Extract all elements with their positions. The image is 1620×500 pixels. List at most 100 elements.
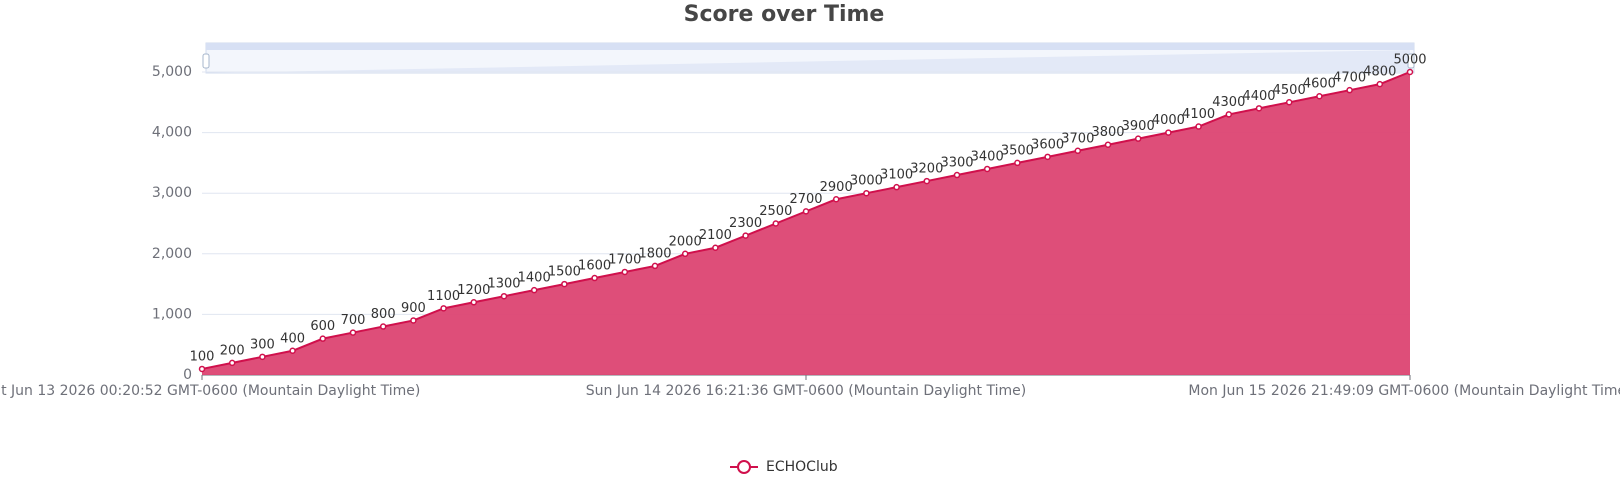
zoom-handle[interactable] [202,53,210,69]
x-tick-label: Sun Jun 14 2026 16:21:36 GMT-0600 (Mount… [586,383,1026,399]
y-tick-label: 2,000 [152,246,192,262]
data-label: 4100 [1182,107,1215,122]
point [863,189,870,197]
y-tick-label: 3,000 [152,185,192,201]
data-label: 3200 [910,162,943,177]
data-label: 2700 [789,192,822,207]
point [1104,141,1112,148]
point [379,323,387,330]
point [1014,159,1021,167]
point [893,183,900,191]
point [712,244,719,251]
data-label: 4700 [1333,71,1366,86]
data-label: 4600 [1303,77,1336,92]
zoom-bar [206,43,1414,50]
point [591,274,598,282]
data-label: 1700 [608,252,641,267]
data-label: 200 [220,343,245,358]
zoom-handle[interactable] [1407,53,1415,69]
data-label: 1600 [578,259,611,274]
data-label: 3700 [1061,131,1094,146]
point [983,165,991,173]
data-label: 600 [310,319,335,334]
y-tick-label: 4,000 [152,125,192,141]
point [953,171,961,179]
data-label: 700 [341,313,366,328]
data-label: 400 [280,331,305,346]
data-label: 1300 [487,277,520,292]
data-label: 3500 [1001,143,1034,158]
point [1225,111,1233,118]
data-label: 3900 [1122,119,1155,134]
point [561,280,568,288]
data-label: 2000 [669,234,702,249]
data-label: 1400 [518,271,551,286]
point [1195,123,1202,130]
data-label: 100 [190,349,215,364]
data-label: 2500 [759,204,792,219]
data-label: 4300 [1212,95,1245,110]
x-tick-label: Sat Jun 13 2026 00:20:52 GMT-0600 (Mount… [0,383,420,399]
data-label: 2100 [699,228,732,243]
data-label: 1800 [638,246,671,261]
legend-icon [737,460,751,474]
legend-label: ECHOClub [766,459,838,475]
point [259,353,266,361]
point [319,335,327,342]
data-label: 2900 [820,180,853,195]
point [923,177,931,185]
y-tick-label: 1,000 [152,306,192,322]
data-label: 5000 [1393,53,1426,68]
zoom-preview [206,50,1410,73]
y-tick-label: 5,000 [152,64,192,80]
data-label: 1200 [457,283,490,298]
data-label: 3000 [850,174,883,189]
point [1376,80,1384,88]
data-label: 3400 [971,149,1004,164]
data-label: 4800 [1363,65,1396,80]
point [651,262,659,270]
point [1074,147,1082,155]
data-label: 3800 [1091,125,1124,140]
point [1316,92,1323,100]
data-label: 1100 [427,289,460,304]
point [1134,135,1142,142]
x-tick-label: Mon Jun 15 2026 21:49:09 GMT-0600 (Mount… [1188,383,1620,399]
data-label: 300 [250,337,275,352]
data-label: 1500 [548,265,581,280]
y-tick-label: 0 [183,367,192,383]
point [440,305,447,312]
point [832,196,840,203]
data-zoom-slider[interactable] [202,42,1415,74]
point [681,250,689,258]
point [470,299,478,306]
point [1346,86,1353,94]
point [1044,153,1051,161]
legend-item[interactable]: ECHOClub [730,459,838,475]
point [1406,68,1414,76]
point [500,292,508,300]
point [1165,129,1172,136]
point [772,220,780,227]
point [802,208,810,215]
point [1255,105,1263,112]
point [742,232,749,239]
data-label: 4500 [1273,83,1306,98]
data-label: 4400 [1242,89,1275,104]
data-label: 2300 [729,216,762,231]
data-label: 3300 [940,156,973,171]
data-label: 900 [401,301,426,316]
point [621,268,629,276]
point [410,317,417,324]
data-label: 4000 [1152,113,1185,128]
point [198,365,206,373]
point [530,286,538,294]
point [1285,99,1293,106]
chart-title: Score over Time [684,2,885,27]
point [349,329,357,336]
data-label: 800 [371,307,396,322]
point [228,359,236,367]
point [289,347,296,355]
